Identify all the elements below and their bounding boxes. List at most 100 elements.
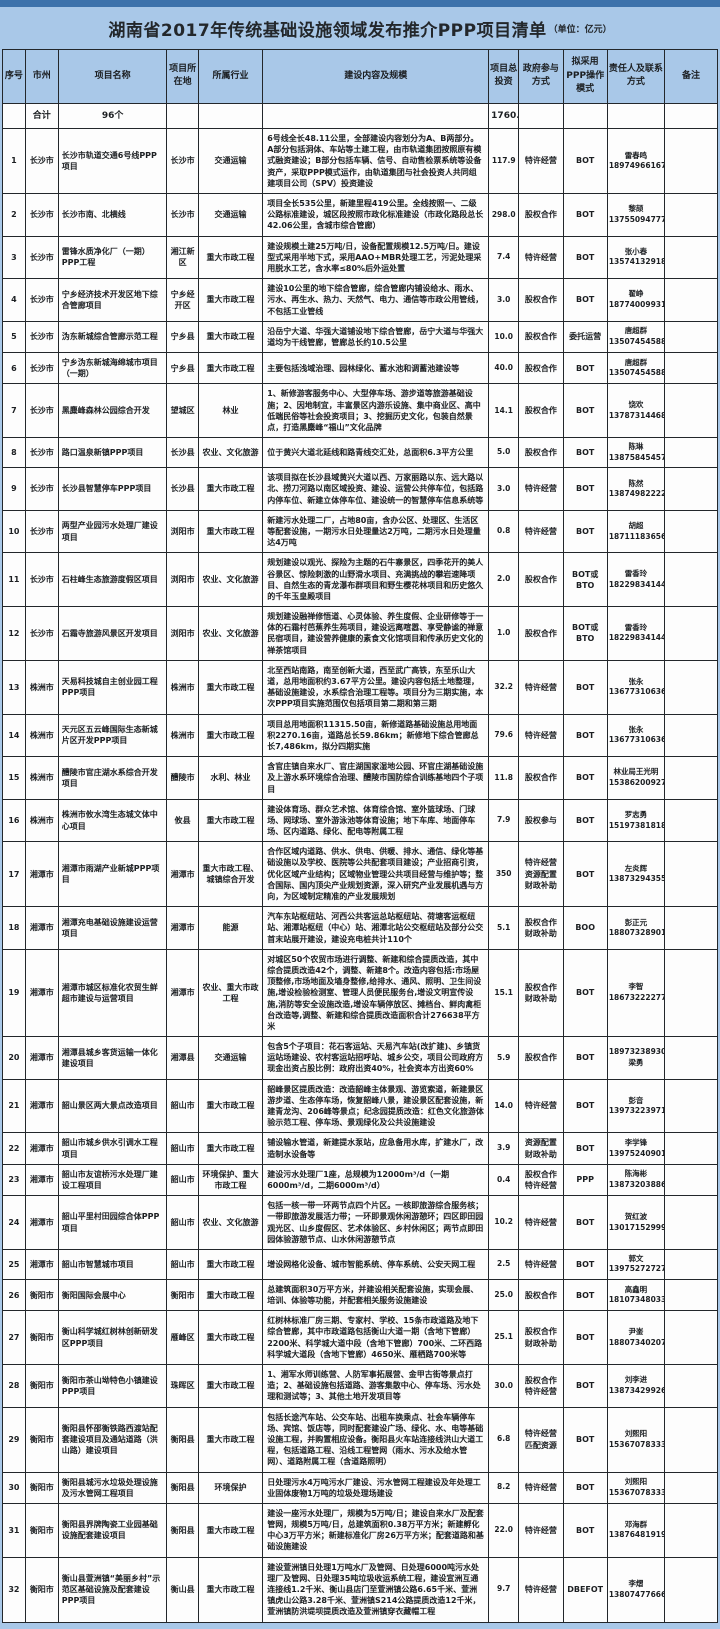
city-cell: 衡阳市 (24, 1406, 59, 1473)
location-cell: 浏阳市 (166, 552, 199, 608)
investment-cell: 25.0 (488, 1278, 520, 1312)
table-row: 18 湘潭市 湘潭充电基础设施建设运营项目 湘潭市 能源 汽车东站枢纽站、河西公… (2, 906, 718, 950)
project-name-cell: 衡阳县界牌陶瓷工业园基础设施配套建设项目 (57, 1502, 168, 1558)
contact-cell: 唐超群 13507454588 (606, 320, 666, 354)
investment-cell: 2.5 (488, 1248, 520, 1280)
summary-count: 96个 (57, 102, 168, 130)
row-number: 11 (2, 552, 26, 608)
gov-participation-cell: 股权合作 (518, 278, 564, 322)
gov-participation-cell: 股权合作 (518, 383, 564, 439)
gov-participation-cell: 股权合作 (518, 193, 564, 237)
gov-participation-cell: 股权合作 (518, 437, 564, 469)
column-header-6: 项目总投资 (488, 49, 520, 104)
row-number: 4 (2, 278, 26, 322)
table-row: 4 长沙市 宁乡经济技术开发区地下综合管廊项目 宁乡经开区 重大市政工程 建设1… (2, 278, 718, 322)
industry-cell: 农业、文化旅游 (197, 437, 264, 469)
table-row: 17 湘潭市 湘潭市雨湖产业新城PPP项目 湘潭市 重大市政工程、城镇综合开发 … (2, 841, 718, 908)
remark-cell (664, 756, 718, 800)
row-number: 24 (2, 1195, 26, 1250)
project-name-cell: 衡阳国际会展中心 (57, 1278, 168, 1312)
table-row: 12 长沙市 石霜寺旅游风景区开发项目 浏阳市 农业、文化旅游 规划建设融禅修悟… (2, 606, 718, 661)
construction-content-cell: 沿岳宁大道、华强大道铺设地下综合管廊，岳宁大道与华强大道均为干线管廊，管廊总长约… (262, 320, 490, 354)
table-row: 8 长沙市 路口温泉新镇PPP项目 长沙县 农业、文化旅游 位于黄兴大道北延线和… (2, 437, 718, 469)
remark-cell (664, 713, 718, 758)
title-bar: 湖南省2017年传统基础设施领域发布推介PPP项目清单 （单位：亿元） (2, 7, 718, 49)
investment-cell: 14.0 (488, 1078, 520, 1134)
industry-cell: 重大市政工程 (197, 1132, 264, 1165)
construction-content-cell: 建设规模土建25万吨/日，设备配置规模12.5万吨/日。建设型式采用半地下式，采… (262, 235, 490, 280)
title-unit-note: （单位：亿元） (548, 24, 612, 35)
city-cell: 长沙市 (24, 509, 59, 554)
gov-participation-cell: 股权合作 (518, 1278, 564, 1312)
contact-cell: 李学锋 13975240901 (606, 1132, 666, 1165)
remark-cell (664, 1406, 718, 1473)
ppp-mode-cell: BOT (562, 128, 608, 195)
investment-cell: 79.6 (488, 713, 520, 758)
contact-cell: 贺红波 13017152999 (606, 1195, 666, 1250)
location-cell: 衡阳县 (166, 1406, 199, 1473)
gov-participation-cell: 股权合作 财政补助 (518, 948, 564, 1038)
project-name-cell: 湘潭县城乡客货运输一体化建设项目 (57, 1036, 168, 1080)
industry-cell: 重大市政工程 (197, 509, 264, 554)
row-number: 31 (2, 1502, 26, 1558)
industry-cell: 重大市政工程 (197, 352, 264, 385)
location-cell: 韶山市 (166, 1163, 199, 1197)
gov-participation-cell: 股权合作 特许经营 (518, 1163, 564, 1197)
remark-cell (664, 1195, 718, 1250)
construction-content-cell: 北至西站南路，南至创新大道，西至武广高铁，东至乐山大道，总用地面积约3.67平方… (262, 659, 490, 715)
construction-content-cell: 新建污水处理二厂，占地80亩，含办公区、处理区、生活区等配套设施，一期污水日处理… (262, 509, 490, 554)
construction-content-cell: 包括一核一带一环两节点四个片区。一核即旅游综合服务核；一带即旅游发展活力带；一环… (262, 1195, 490, 1250)
row-number: 25 (2, 1248, 26, 1280)
contact-cell: 彭音 13973223971 (606, 1078, 666, 1134)
location-cell: 宁乡经开区 (166, 278, 199, 322)
project-name-cell: 醴陵市官庄湖水系综合开发项目 (57, 756, 168, 800)
row-number: 2 (2, 193, 26, 237)
gov-participation-cell: 特许经营 (518, 1502, 564, 1558)
city-cell: 衡阳市 (24, 1471, 59, 1504)
row-number: 9 (2, 467, 26, 511)
city-cell: 株洲市 (24, 713, 59, 758)
location-cell: 雁峰区 (166, 1310, 199, 1366)
location-cell: 宁乡县 (166, 320, 199, 354)
gov-participation-cell: 特许经营 (518, 467, 564, 511)
investment-cell: 6.8 (488, 1406, 520, 1473)
remark-cell (664, 1248, 718, 1280)
contact-cell: 罗志勇 15197381818 (606, 798, 666, 843)
ppp-mode-cell: BOT (562, 1406, 608, 1473)
location-cell: 长沙县 (166, 467, 199, 511)
industry-cell: 重大市政工程 (197, 713, 264, 758)
city-cell: 长沙市 (24, 320, 59, 354)
row-number: 18 (2, 906, 26, 950)
remark-cell (664, 841, 718, 908)
gov-participation-cell: 股权参与 (518, 798, 564, 843)
project-name-cell: 石柱峰生态旅游度假区项目 (57, 552, 168, 608)
construction-content-cell: 合作区域内道路、供水、供电、供暖、排水、通信、绿化等基础设施以及学校、医院等公共… (262, 841, 490, 908)
table-row: 32 衡阳市 衡山县萱洲镇“美丽乡村”示范区基础设施及配套建设PPP项目 衡山县… (2, 1556, 718, 1623)
table-row: 5 长沙市 沩东新城综合管廊示范工程 宁乡县 重大市政工程 沿岳宁大道、华强大道… (2, 320, 718, 354)
location-cell: 浏阳市 (166, 606, 199, 661)
investment-cell: 10.0 (488, 320, 520, 354)
project-name-cell: 宁乡沩东新城海绵城市项目（一期） (57, 352, 168, 385)
ppp-mode-cell: BOT (562, 1132, 608, 1165)
city-cell: 长沙市 (24, 352, 59, 385)
industry-cell: 农业、重大市政工程 (197, 948, 264, 1038)
location-cell: 醴陵市 (166, 756, 199, 800)
row-number: 26 (2, 1278, 26, 1312)
ppp-project-table: 序号 市州 项目名称 项目所在地 所属行业 建设内容及规模 项目总投资 政府参与方式 拟采用PP… (2, 49, 718, 1623)
remark-cell (664, 798, 718, 843)
remark-cell (664, 1036, 718, 1080)
project-name-cell: 雷锋水质净化厂（一期）PPP工程 (57, 235, 168, 280)
project-name-cell: 湘潭市雨湖产业新城PPP项目 (57, 841, 168, 908)
ppp-mode-cell: BOT (562, 841, 608, 908)
remark-cell (664, 467, 718, 511)
row-number: 5 (2, 320, 26, 354)
table-row: 29 衡阳市 衡阳县怀邵衡铁路西渡站配套建设项目及通站道路（洪山路）建设项目 衡… (2, 1406, 718, 1473)
remark-cell (664, 948, 718, 1038)
table-row: 26 衡阳市 衡阳国际会展中心 衡阳市 重大市政工程 总建筑面积30万平方米，并… (2, 1278, 718, 1312)
industry-cell: 环境保护 (197, 1471, 264, 1504)
row-number: 3 (2, 235, 26, 280)
ppp-mode-cell: BOT (562, 509, 608, 554)
summary-row: 合计 96个 1760.9 (2, 102, 718, 130)
project-name-cell: 两型产业园污水处理厂建设项目 (57, 509, 168, 554)
city-cell: 湘潭市 (24, 1163, 59, 1197)
